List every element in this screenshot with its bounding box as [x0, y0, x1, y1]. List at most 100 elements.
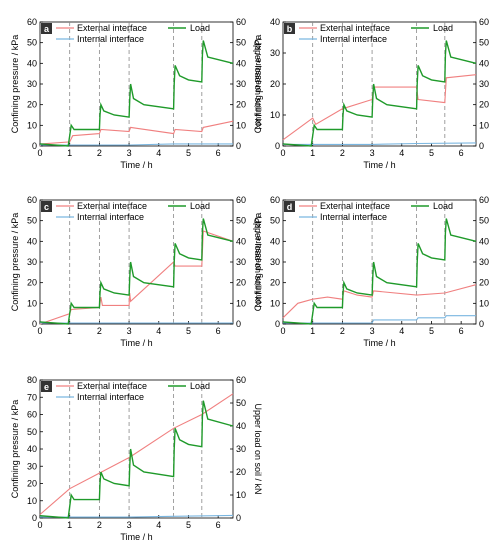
legend-label-load: Load — [433, 23, 453, 33]
y-right-tick-label: 30 — [236, 257, 246, 267]
y-right-tick-label: 30 — [479, 79, 489, 89]
y-left-tick-label: 50 — [270, 216, 280, 226]
legend-label-load: Load — [190, 201, 210, 211]
legend-label-external: External interface — [320, 201, 390, 211]
series-load — [39, 400, 234, 519]
y-left-tick-label: 10 — [27, 298, 37, 308]
y-right-tick-label: 0 — [479, 319, 484, 329]
legend-label-load: Load — [433, 201, 453, 211]
y-right-axis-title: Upper load on soil / kN — [253, 38, 263, 129]
x-tick-label: 4 — [399, 148, 404, 158]
y-left-tick-label: 40 — [270, 236, 280, 246]
legend-label-internal: Internal interface — [320, 212, 387, 222]
y-left-tick-label: 30 — [270, 48, 280, 58]
y-right-tick-label: 10 — [236, 298, 246, 308]
y-right-tick-label: 30 — [479, 257, 489, 267]
y-left-tick-label: 20 — [270, 79, 280, 89]
x-tick-label: 3 — [370, 326, 375, 336]
x-tick-label: 6 — [459, 148, 464, 158]
x-tick-label: 4 — [399, 326, 404, 336]
series-internal-interface — [283, 315, 476, 324]
panel-label-badge — [41, 201, 52, 212]
y-right-tick-label: 20 — [479, 278, 489, 288]
y-left-tick-label: 70 — [27, 392, 37, 402]
legend-label-external: External interface — [77, 201, 147, 211]
y-right-tick-label: 20 — [479, 100, 489, 110]
x-tick-label: 5 — [429, 326, 434, 336]
x-tick-label: 1 — [310, 326, 315, 336]
y-left-tick-label: 30 — [27, 461, 37, 471]
series-load — [282, 218, 477, 325]
x-tick-label: 5 — [186, 148, 191, 158]
y-right-tick-label: 30 — [236, 79, 246, 89]
y-left-tick-label: 60 — [27, 195, 37, 205]
x-tick-label: 3 — [127, 326, 132, 336]
legend-label-external: External interface — [77, 23, 147, 33]
series-internal-interface — [283, 142, 477, 145]
x-tick-label: 2 — [340, 326, 345, 336]
y-right-tick-label: 40 — [236, 236, 246, 246]
x-tick-label: 0 — [37, 520, 42, 530]
y-right-tick-label: 10 — [236, 490, 246, 500]
y-left-tick-label: 10 — [270, 110, 280, 120]
y-left-tick-label: 10 — [27, 496, 37, 506]
y-right-tick-label: 10 — [236, 120, 246, 130]
y-right-tick-label: 20 — [236, 278, 246, 288]
x-tick-label: 0 — [280, 148, 285, 158]
y-left-tick-label: 20 — [27, 278, 37, 288]
panel-label: a — [44, 24, 50, 34]
x-axis-title: Time / h — [363, 338, 395, 348]
y-right-tick-label: 40 — [236, 421, 246, 431]
panel-label: e — [44, 382, 49, 392]
legend-label-load: Load — [190, 23, 210, 33]
x-axis-title: Time / h — [363, 160, 395, 170]
panel-label-badge — [41, 23, 52, 34]
series-load — [39, 40, 234, 147]
y-right-tick-label: 30 — [236, 444, 246, 454]
x-tick-label: 5 — [429, 148, 434, 158]
legend-label-external: External interface — [320, 23, 390, 33]
y-right-tick-label: 10 — [479, 120, 489, 130]
y-right-tick-label: 0 — [236, 141, 241, 151]
series-external-interface — [282, 284, 477, 319]
y-left-tick-label: 50 — [27, 216, 37, 226]
series-internal-interface — [40, 143, 233, 146]
panel-label: c — [44, 202, 49, 212]
y-right-tick-label: 40 — [479, 236, 489, 246]
y-right-tick-label: 50 — [236, 398, 246, 408]
y-left-axis-title: Confining pressure / kPa — [10, 213, 20, 312]
x-tick-label: 1 — [310, 148, 315, 158]
x-tick-label: 6 — [459, 326, 464, 336]
y-left-tick-label: 40 — [27, 444, 37, 454]
y-right-tick-label: 0 — [236, 319, 241, 329]
x-tick-label: 1 — [67, 326, 72, 336]
x-axis-title: Time / h — [120, 160, 152, 170]
y-right-tick-label: 0 — [479, 141, 484, 151]
x-tick-label: 5 — [186, 520, 191, 530]
y-left-tick-label: 40 — [27, 236, 37, 246]
y-right-tick-label: 50 — [236, 38, 246, 48]
series-load — [282, 40, 477, 147]
panel-label-badge — [284, 23, 295, 34]
series-external-interface — [39, 120, 234, 147]
x-tick-label: 3 — [370, 148, 375, 158]
y-left-tick-label: 50 — [27, 38, 37, 48]
legend-label-external: External interface — [77, 381, 147, 391]
x-tick-label: 6 — [216, 326, 221, 336]
y-left-tick-label: 20 — [270, 278, 280, 288]
x-tick-label: 2 — [97, 326, 102, 336]
x-tick-label: 2 — [97, 520, 102, 530]
series-external-interface — [39, 393, 234, 515]
x-tick-label: 4 — [156, 148, 161, 158]
y-left-tick-label: 20 — [27, 100, 37, 110]
panel-label: b — [287, 24, 293, 34]
series-external-interface — [282, 74, 477, 141]
x-tick-label: 2 — [340, 148, 345, 158]
y-left-tick-label: 40 — [27, 58, 37, 68]
y-right-tick-label: 40 — [236, 58, 246, 68]
y-left-tick-label: 30 — [27, 79, 37, 89]
y-left-axis-title: Confining pressure / kPa — [253, 35, 263, 134]
